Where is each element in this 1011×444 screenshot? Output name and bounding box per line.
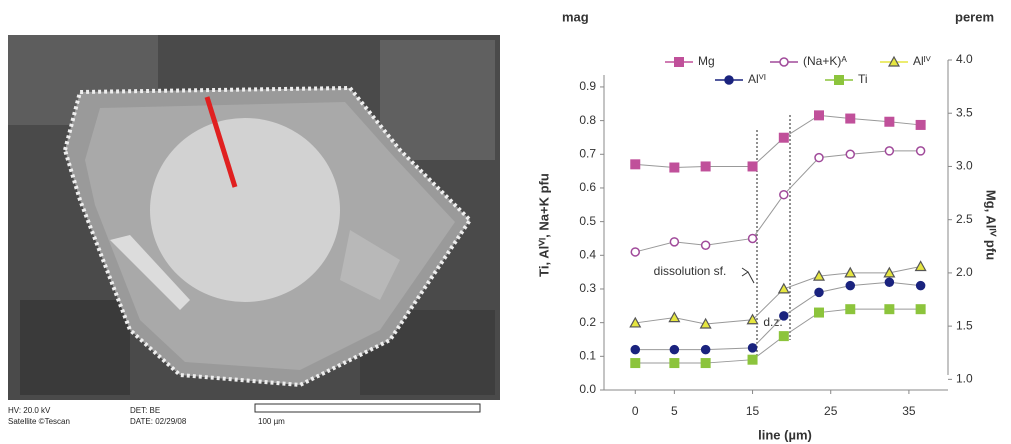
data-point <box>814 110 824 121</box>
image-info: HV: 20.0 kV <box>8 406 51 415</box>
data-point <box>814 307 824 318</box>
data-point <box>845 113 856 124</box>
data-point <box>778 132 789 143</box>
x-tick-label: 5 <box>671 404 678 418</box>
data-point <box>669 237 680 247</box>
data-point <box>630 159 641 170</box>
y-tick-label: 0.7 <box>579 146 596 160</box>
data-point <box>746 313 759 325</box>
y2-tick-label: 4.0 <box>956 52 973 66</box>
annotation: dissolution sf. <box>654 264 727 278</box>
data-point <box>845 280 856 291</box>
legend-label: Ti <box>858 72 868 86</box>
data-point <box>915 119 926 130</box>
annotation-arrow <box>741 267 755 284</box>
legend-marker <box>834 75 844 85</box>
data-point <box>914 260 927 272</box>
data-point <box>845 149 856 160</box>
data-point <box>884 116 895 127</box>
data-point <box>883 266 896 278</box>
data-point <box>747 354 758 365</box>
y-tick-label: 0.3 <box>579 281 596 295</box>
image-info: DATE: 02/29/08 <box>130 417 187 426</box>
y2-tick-label: 1.0 <box>956 372 973 386</box>
annotation: mag <box>562 9 589 24</box>
data-point <box>915 304 926 315</box>
y-tick-label: 0.8 <box>579 113 596 127</box>
image-info: Satellite ©Tescan <box>8 417 70 426</box>
data-point <box>779 311 789 321</box>
data-point <box>884 277 895 287</box>
y-tick-label: 0.0 <box>579 382 596 396</box>
scale-bar <box>254 403 481 413</box>
image-info: DET: BE <box>130 406 160 415</box>
y-tick-label: 0.9 <box>579 79 596 93</box>
y2-axis-title: Mg, Alᴵⱽ pfu <box>984 190 999 260</box>
legend-marker <box>724 75 734 85</box>
data-point <box>812 269 826 281</box>
y2-tick-label: 1.5 <box>956 318 973 332</box>
legend-label: Alᴵⱽ <box>913 54 932 68</box>
data-point <box>669 162 680 173</box>
data-point <box>747 233 758 244</box>
legend-label: Mg <box>698 54 715 68</box>
data-point <box>629 316 642 328</box>
y-tick-label: 0.2 <box>579 315 596 329</box>
data-point <box>699 317 712 329</box>
legend-marker <box>887 55 901 67</box>
y2-tick-label: 3.5 <box>956 105 973 119</box>
data-point <box>747 343 758 353</box>
y2-tick-label: 2.5 <box>956 212 973 226</box>
x-axis-title: line (µm) <box>758 427 812 442</box>
data-point <box>844 266 857 278</box>
y2-tick-label: 3.0 <box>956 159 973 173</box>
data-point <box>630 358 641 369</box>
x-tick-label: 0 <box>632 404 639 418</box>
x-tick-label: 35 <box>902 404 916 418</box>
legend-label: (Na+K)ᴬ <box>803 54 847 68</box>
annotation: perem <box>955 9 994 24</box>
data-point <box>779 189 789 200</box>
data-point <box>700 358 711 369</box>
y-tick-label: 0.1 <box>579 348 596 362</box>
data-point <box>884 146 895 156</box>
data-point <box>814 152 824 163</box>
y-tick-label: 0.6 <box>579 180 596 194</box>
data-point <box>884 304 895 315</box>
series-line <box>635 114 921 169</box>
data-point <box>777 282 790 294</box>
data-point <box>668 311 681 323</box>
x-tick-label: 25 <box>824 404 838 418</box>
y-tick-label: 0.4 <box>579 247 596 261</box>
x-tick-label: 15 <box>746 404 760 418</box>
data-point <box>700 240 711 250</box>
y2-tick-label: 2.0 <box>956 265 973 279</box>
legend-label: Alⱽᴵ <box>748 72 766 86</box>
data-point <box>700 161 711 172</box>
data-point <box>630 344 641 355</box>
data-point <box>700 344 711 355</box>
data-point <box>778 331 789 342</box>
scale-label: 100 µm <box>258 417 285 426</box>
data-point <box>669 358 680 369</box>
data-point <box>630 247 641 257</box>
data-point <box>915 146 926 156</box>
data-point <box>669 344 680 355</box>
data-point <box>814 287 824 298</box>
y-tick-label: 0.5 <box>579 214 596 228</box>
annotation: d.z. <box>763 315 782 329</box>
data-point <box>845 304 856 315</box>
y-axis-title: Ti, Alⱽᴵ, Na+K pfu <box>536 173 551 277</box>
legend-marker <box>779 57 789 67</box>
data-point <box>915 280 926 291</box>
legend-marker <box>674 57 684 67</box>
sem-image <box>8 35 500 400</box>
data-point <box>747 161 758 172</box>
